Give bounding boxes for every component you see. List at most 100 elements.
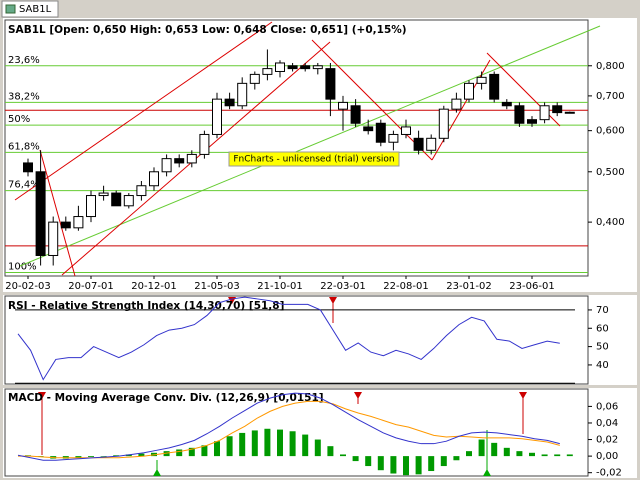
candle-body	[161, 158, 172, 173]
candle-body	[325, 68, 336, 100]
candle-body	[149, 171, 159, 187]
candle-body	[186, 153, 197, 164]
separator	[3, 385, 637, 388]
chart-title: SAB1L [Open: 0,650 High: 0,653 Low: 0,64…	[8, 24, 407, 36]
candle-body	[275, 62, 285, 72]
macd-title: MACD - Moving Average Conv. Div. (12,26,…	[8, 392, 324, 404]
histogram-bar	[302, 434, 309, 457]
candle-body	[60, 221, 71, 229]
sell-signal	[329, 297, 337, 304]
tab-label[interactable]: SAB1L	[19, 4, 52, 15]
signal-line	[18, 400, 560, 459]
y-tick-label: 0,04	[596, 418, 618, 429]
fib-label: 23,6%	[8, 55, 40, 66]
histogram-bar	[529, 452, 535, 457]
histogram-bar	[251, 430, 258, 457]
histogram-bar	[138, 453, 145, 457]
candle-body	[249, 73, 260, 84]
candle-body	[426, 137, 437, 151]
histogram-bar	[100, 456, 107, 457]
tab-icon	[5, 4, 16, 14]
rsi-line	[17, 296, 560, 381]
trend-line	[311, 39, 433, 161]
fib-label: 100%	[8, 261, 37, 272]
histogram-bar	[327, 446, 334, 457]
candle-body	[98, 192, 109, 197]
histogram-bar	[314, 439, 321, 457]
histogram-bar	[239, 432, 246, 457]
histogram-bar	[403, 456, 409, 476]
trend-line	[14, 21, 273, 201]
candle-body	[287, 65, 298, 70]
trend-line	[19, 25, 601, 267]
histogram-bar	[88, 456, 94, 457]
histogram-bar	[415, 456, 422, 475]
candle-body	[489, 73, 500, 100]
buy-signal	[153, 469, 161, 476]
y-tick-label: -0,02	[596, 468, 622, 479]
candle-body	[564, 111, 575, 114]
watermark: FnCharts - unlicensed (trial) version	[233, 155, 394, 165]
fib-label: 38,2%	[8, 91, 40, 102]
histogram-bar	[352, 456, 359, 462]
rsi-title: RSI - Relative Strength Index (14,30,70)…	[8, 300, 284, 312]
histogram-bar	[390, 456, 397, 474]
histogram-bar	[289, 431, 296, 457]
candle-body	[350, 105, 361, 124]
trend-line	[39, 149, 76, 277]
candle-body	[552, 105, 563, 114]
sell-signal	[354, 392, 362, 399]
candle-body	[23, 162, 33, 173]
y-tick-label: 70	[596, 305, 609, 316]
histogram-bar	[554, 454, 561, 457]
sell-signal	[38, 392, 46, 399]
histogram-bar	[264, 428, 271, 457]
histogram-bar	[188, 447, 195, 457]
histogram-bar	[466, 451, 472, 457]
y-tick-label: 0,600	[596, 126, 625, 137]
y-tick-label: 40	[596, 360, 609, 371]
x-tick-label: 21-10-01	[257, 281, 302, 292]
candle-body	[401, 126, 411, 135]
candle-body	[375, 122, 386, 143]
rsi-panel	[4, 295, 589, 385]
histogram-bar	[491, 442, 498, 457]
candle-body	[514, 105, 525, 124]
x-tick-label: 20-02-03	[5, 281, 50, 292]
histogram-bar	[214, 441, 220, 457]
x-tick-label: 23-06-01	[509, 281, 554, 292]
candle-body	[363, 126, 374, 132]
candle-body	[338, 101, 348, 110]
candle-body	[86, 195, 96, 218]
watermark-box	[228, 151, 400, 167]
candle-body	[136, 185, 147, 197]
macd-line	[17, 392, 560, 461]
y-tick-label: 60	[596, 323, 609, 334]
candle-body	[262, 68, 273, 75]
y-tick-label: 0,06	[596, 401, 618, 412]
candle-body	[451, 98, 462, 110]
histogram-bar	[277, 429, 283, 457]
macd-panel	[4, 388, 589, 477]
fib-label: 61,8%	[8, 141, 40, 152]
x-tick-label: 23-01-02	[446, 281, 491, 292]
x-tick-label: 20-12-01	[131, 281, 176, 292]
candle-body	[527, 119, 537, 124]
histogram-bar	[75, 456, 82, 458]
candle-body	[300, 65, 311, 70]
y-tick-label: 0,00	[596, 451, 618, 462]
histogram-bar	[566, 454, 573, 457]
buy-signal	[483, 469, 491, 476]
price-panel	[4, 19, 589, 277]
separator	[3, 292, 637, 295]
histogram-bar	[176, 449, 183, 457]
candle-body	[388, 133, 399, 143]
y-tick-label: 0,02	[596, 435, 618, 446]
candle-body	[123, 195, 134, 207]
candle-body	[212, 98, 222, 135]
y-tick-label: 0,800	[596, 61, 625, 72]
tab[interactable]	[1, 0, 59, 18]
candle-body	[174, 158, 185, 164]
